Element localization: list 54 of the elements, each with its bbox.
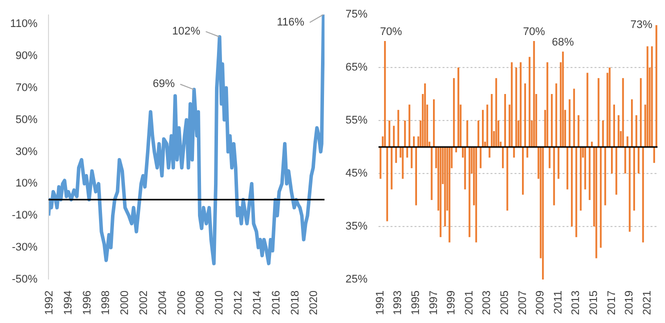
x-tick-label: 2015 [588, 290, 600, 315]
y-tick-label: 45% [345, 168, 368, 180]
x-tick-label: 1996 [81, 290, 94, 315]
y-tick-label: 65% [345, 62, 368, 74]
y-tick-label: -50% [12, 274, 38, 286]
y-tick-label: 90% [15, 50, 38, 62]
x-tick-label: 2013 [570, 290, 582, 315]
annotation: 73% [630, 19, 653, 32]
x-tick-label: 1998 [100, 290, 112, 315]
y-tick-label: -30% [12, 242, 38, 254]
x-tick-label: 2011 [552, 290, 564, 314]
x-tick-label: 2019 [624, 290, 636, 315]
annotation: 116% [276, 16, 304, 28]
x-tick-label: 2001 [463, 290, 476, 315]
x-tick-label: 1999 [446, 290, 458, 315]
y-tick-label: 110% [10, 18, 38, 30]
y-tick-label: 75% [345, 8, 368, 20]
y-tick-label: 35% [345, 220, 368, 232]
x-tick-label: 2004 [156, 290, 169, 315]
x-tick-label: 2021 [641, 290, 654, 315]
annotation: 70% [380, 26, 402, 38]
line-series [48, 14, 324, 266]
x-tick-label: 2016 [270, 290, 282, 315]
x-tick-label: 2014 [251, 290, 264, 315]
x-tick-label: 1993 [392, 290, 404, 315]
annotation: 68% [552, 36, 574, 49]
x-tick-label: 1995 [410, 290, 422, 315]
y-tick-label: 55% [345, 114, 368, 126]
annotation: 70% [523, 26, 546, 38]
x-tick-label: 2000 [119, 290, 132, 315]
y-tick-label: 10% [15, 178, 38, 190]
x-tick-label: 2007 [516, 290, 529, 315]
x-tick-label: 2005 [498, 290, 511, 315]
x-tick-label: 2008 [194, 290, 207, 315]
x-tick-label: 1994 [62, 290, 74, 315]
y-tick-label: 50% [15, 114, 38, 126]
x-tick-label: 2012 [232, 290, 245, 315]
x-tick-label: 1991 [374, 290, 386, 315]
x-tick-label: 2018 [289, 290, 302, 315]
y-tick-label: -10% [12, 210, 38, 222]
x-tick-label: 2017 [606, 290, 618, 315]
y-tick-label: 30% [15, 146, 38, 158]
x-tick-label: 1997 [428, 290, 440, 315]
x-tick-label: 2010 [214, 290, 226, 315]
x-tick-label: 1992 [44, 290, 56, 315]
x-tick-label: 2009 [534, 290, 547, 315]
annotation: 69% [152, 78, 175, 90]
y-tick-label: 25% [345, 274, 368, 286]
x-tick-label: 2003 [481, 290, 494, 315]
y-tick-label: 70% [15, 82, 38, 94]
x-tick-label: 2020 [308, 290, 320, 315]
x-tick-label: 2002 [138, 290, 150, 315]
x-tick-label: 2006 [176, 290, 188, 315]
annotation: 102% [172, 26, 200, 38]
